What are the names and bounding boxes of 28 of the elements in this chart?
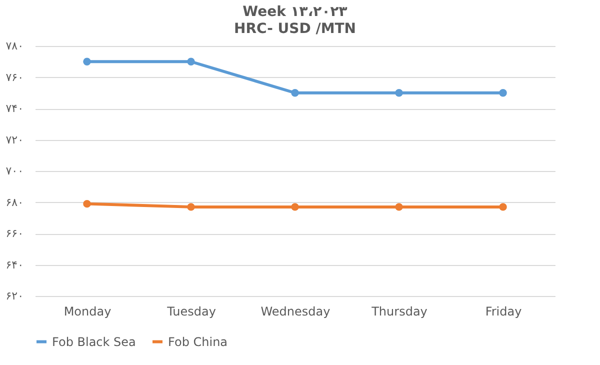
y-tick-label: ۷۶۰	[6, 70, 24, 84]
point	[83, 58, 91, 66]
point	[187, 203, 195, 211]
point	[83, 200, 91, 208]
point	[395, 203, 403, 211]
x-tick-label: Thursday	[370, 304, 428, 318]
y-tick-label: ۷۰۰	[6, 164, 24, 178]
legend-label: Fob China	[168, 334, 228, 349]
point	[187, 58, 195, 66]
x-tick-label: Friday	[485, 304, 522, 318]
legend-label: Fob Black Sea	[52, 334, 136, 349]
y-tick-label: ۶۸۰	[6, 196, 24, 209]
point	[291, 203, 299, 211]
y-tick-label: ۶۲۰	[6, 290, 24, 302]
x-tick-label: Wednesday	[260, 304, 330, 318]
point	[291, 89, 299, 97]
x-tick-label: Tuesday	[166, 304, 216, 318]
chart-title: Week ۱۳،۲۰۲۳	[242, 4, 348, 20]
x-tick-label: Monday	[64, 304, 112, 318]
point	[499, 89, 507, 97]
y-tick-label: ۶۴۰	[6, 258, 24, 272]
point	[499, 203, 507, 211]
point	[395, 89, 403, 97]
y-tick-label: ۶۶۰	[6, 227, 24, 240]
chart-subtitle: HRC- USD /MTN	[234, 21, 356, 37]
y-tick-label: ۷۸۰	[6, 40, 24, 52]
y-tick-label: ۷۴۰	[6, 102, 24, 115]
y-tick-label: ۷۲۰	[6, 133, 24, 146]
